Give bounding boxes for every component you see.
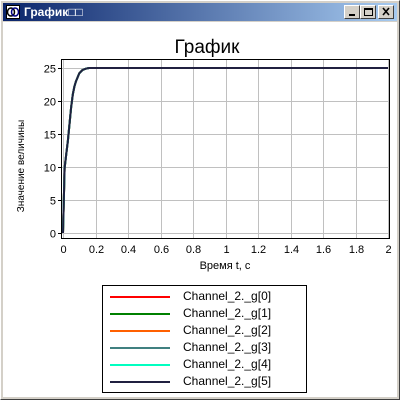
x-tick-label: 0.4 [121, 244, 136, 256]
series-line-1 [63, 68, 388, 233]
legend-swatch [110, 364, 170, 366]
legend-label: Channel_2._g[0] [183, 289, 271, 303]
legend-item: Channel_2._g[3] [103, 339, 306, 356]
y-tick-label: 25 [44, 64, 56, 76]
maximize-button[interactable] [360, 5, 376, 19]
x-tick-label: 0.2 [89, 244, 104, 256]
window-title: График□□ [24, 5, 83, 19]
line-chart: График 0 0.2 0.4 0.6 0.8 1 1.2 1.4 1.6 1.8 2051015… [3, 22, 397, 282]
legend-label: Channel_2._g[4] [183, 357, 271, 371]
legend-item: Channel_2._g[2] [103, 322, 306, 339]
x-tick-label: 1.2 [251, 244, 266, 256]
grid [61, 59, 389, 238]
legend-item: Channel_2._g[0] [103, 288, 306, 305]
series-line-4 [63, 68, 388, 233]
x-tick-label: 0.6 [154, 244, 169, 256]
minimize-button[interactable] [344, 5, 360, 19]
app-icon[interactable] [6, 5, 20, 19]
close-icon [379, 6, 393, 18]
y-tick-label: 10 [44, 163, 56, 175]
x-tick-label: 0.8 [186, 244, 201, 256]
y-tick-label: 15 [44, 130, 56, 142]
series-line-5 [63, 68, 388, 233]
title-bar[interactable]: График□□ [3, 3, 397, 21]
legend-label: Channel_2._g[1] [183, 306, 271, 320]
series-lines [63, 68, 388, 233]
x-tick-label: 1.6 [316, 244, 331, 256]
legend-label: Channel_2._g[2] [183, 323, 271, 337]
plot-frame [62, 60, 390, 239]
series-line-2 [63, 68, 388, 233]
x-tick-label: 1 [223, 244, 229, 256]
x-tick-label: 0 [60, 244, 66, 256]
maximize-icon [361, 6, 375, 18]
y-tick-label: 5 [50, 196, 56, 208]
legend-item: Channel_2._g[4] [103, 356, 306, 373]
legend-swatch [110, 347, 170, 349]
legend-item: Channel_2._g[5] [103, 373, 306, 390]
x-tick-label: 2 [385, 244, 391, 256]
legend-item: Channel_2._g[1] [103, 305, 306, 322]
minimize-icon [345, 6, 359, 18]
legend-swatch [110, 381, 170, 383]
y-axis-label: Значение величины [16, 120, 27, 212]
chart-title: График [175, 37, 241, 58]
series-line-3 [63, 68, 388, 233]
x-tick-label: 1.4 [284, 244, 299, 256]
legend-swatch [110, 330, 170, 332]
y-tick-label: 20 [44, 97, 56, 109]
chart-area: График 0 0.2 0.4 0.6 0.8 1 1.2 1.4 1.6 1.8 2 0 5 10 15… [3, 22, 397, 397]
series-line-0 [63, 68, 388, 233]
y-tick-label: 0 [50, 229, 56, 241]
chart-legend: Channel_2._g[0] Channel_2._g[1] Channel_2.… [102, 285, 307, 393]
legend-label: Channel_2._g[5] [183, 374, 271, 388]
legend-label: Channel_2._g[3] [183, 340, 271, 354]
close-button[interactable] [378, 5, 394, 19]
x-axis-label: Время t, с [200, 260, 251, 272]
x-tick-label: 1.8 [349, 244, 364, 256]
legend-swatch [110, 313, 170, 315]
legend-swatch [110, 296, 170, 298]
